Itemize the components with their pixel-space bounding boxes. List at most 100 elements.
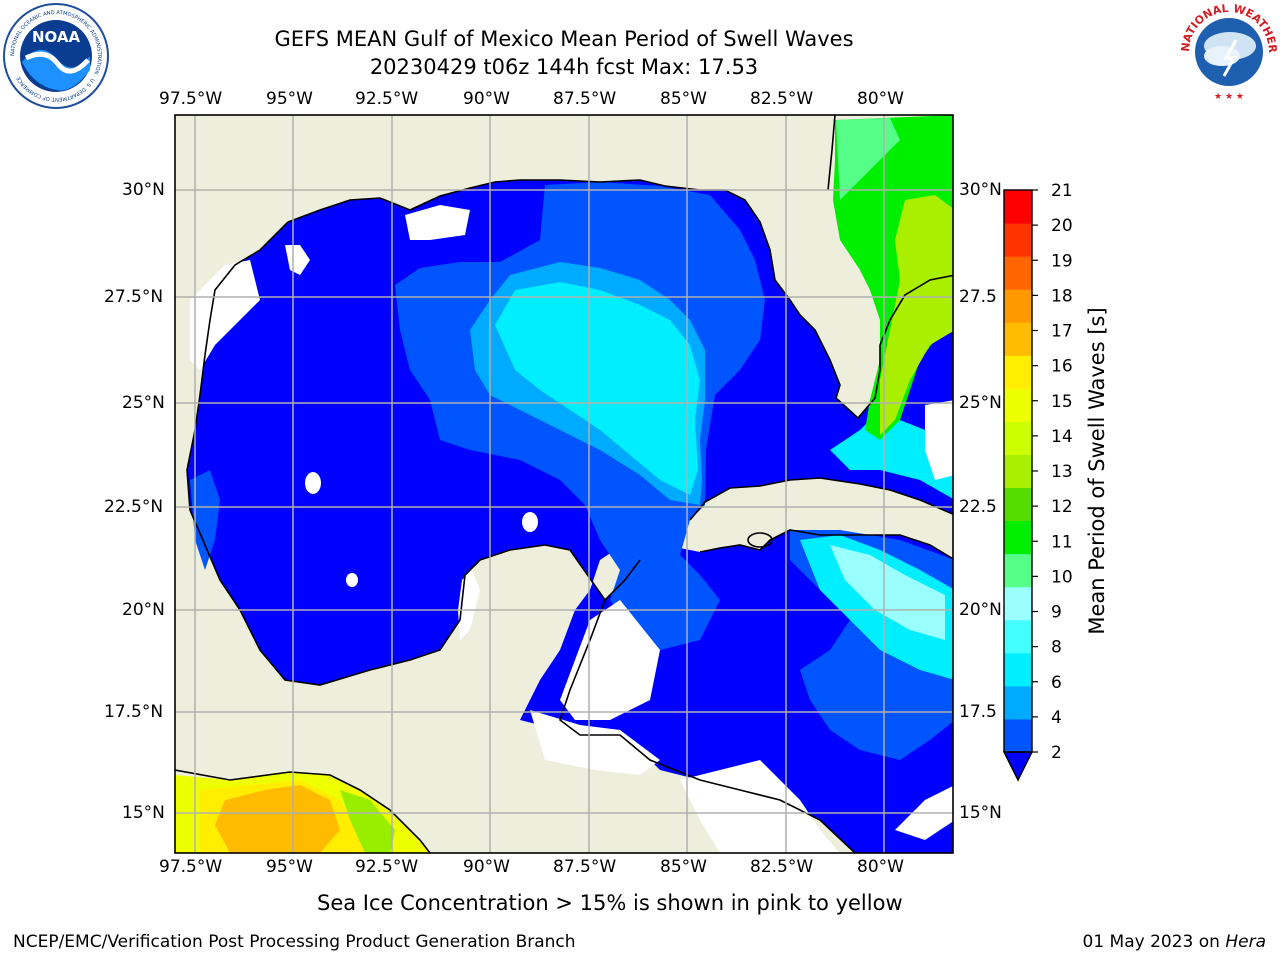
lat-label-right: 22.5 [959, 497, 997, 517]
svg-text:★ ★ ★: ★ ★ ★ [1214, 92, 1244, 102]
footer-date: 01 May 2023 on Hera [1083, 932, 1267, 952]
colorbar-tick-label: 16 [1051, 357, 1073, 377]
colorbar-segment [1004, 619, 1032, 654]
colorbar-segment [1004, 322, 1032, 356]
nodata-spot-1 [305, 472, 321, 494]
colorbar-segment [1004, 487, 1032, 522]
nodata-yucatan [560, 600, 660, 720]
lat-label-right: 25°N [959, 393, 1002, 413]
swell-straits [830, 410, 953, 499]
gulf-water [187, 180, 953, 853]
swell-atlantic-yellowgreen [880, 195, 953, 435]
colorbar-segment [1004, 685, 1032, 720]
chart-subtitle-run: 20230429 t06z 144h fcst Max: 17.53 [369, 55, 759, 79]
lat-label-right: 30°N [959, 180, 1002, 200]
nodata-bahamas [925, 400, 953, 480]
chart-title: GEFS MEAN Gulf of Mexico Mean Period of … [274, 27, 854, 51]
colorbar-label: Mean Period of Swell Waves [s] [1085, 307, 1109, 635]
colorbar-segment [1004, 718, 1032, 753]
colorbar-tick-label: 11 [1051, 532, 1073, 552]
colorbar-tick-label: 4 [1051, 708, 1062, 728]
lon-label-top: 85°W [660, 89, 707, 109]
lon-label-bottom: 80°W [857, 857, 904, 877]
colorbar: 2 4 6 8 9 10 11 12 13 14 15 16 17 18 19 20 21 [1002, 181, 1073, 782]
swell-atlantic-green [833, 115, 953, 440]
nodata-texas-2 [285, 245, 310, 275]
colorbar-tick-label: 6 [1051, 673, 1062, 693]
nws-logo-icon: NATIONAL WEATHER SERVICE ★ ★ ★ [0, 0, 1279, 102]
lon-label-bottom: 87.5°W [553, 857, 617, 877]
colorbar-tick-label: 10 [1051, 567, 1073, 587]
colorbar-tick-label: 13 [1051, 462, 1073, 482]
swell-2-4-west [190, 470, 220, 570]
map-frame [174, 114, 954, 854]
colorbar-segment [1004, 520, 1032, 555]
swell-pacific-orange [215, 785, 340, 853]
lat-label-right: 15°N [959, 803, 1002, 823]
colorbar-tick-label: 2 [1051, 743, 1062, 763]
lon-label-top: 87.5°W [553, 89, 617, 109]
lon-label-top: 82.5°W [750, 89, 814, 109]
lat-label-left: 30°N [122, 180, 165, 200]
colorbar-segment [1004, 421, 1032, 455]
lon-label-top: 92.5°W [355, 89, 419, 109]
colorbar-segment [1004, 355, 1032, 389]
lon-label-top: 95°W [266, 89, 313, 109]
lon-label-top: 90°W [463, 89, 510, 109]
lon-label-bottom: 85°W [660, 857, 707, 877]
lat-label-left: 25°N [122, 393, 165, 413]
swell-6-8 [495, 282, 700, 495]
colorbar-segment [1004, 289, 1032, 323]
lat-label-right: 27.5 [959, 287, 997, 307]
swell-carib-light [830, 545, 945, 640]
colorbar-segment [1004, 190, 1032, 224]
nodata-louisiana [405, 205, 470, 240]
lat-label-left: 27.5°N [104, 287, 164, 307]
nodata-honduras [680, 760, 840, 853]
noaa-logo-icon: NATIONAL OCEANIC AND ATMOSPHERIC ADMINIS… [3, 3, 109, 109]
svg-text:NATIONAL WEATHER SERVICE: NATIONAL WEATHER SERVICE [0, 0, 1279, 54]
colorbar-segment [1004, 553, 1032, 588]
footer-host: Hera [1225, 932, 1266, 952]
lat-label-right: 17.5 [959, 702, 997, 722]
nodata-spot-2 [522, 512, 538, 532]
colorbar-tick-label: 12 [1051, 497, 1073, 517]
lon-label-top: 97.5°W [159, 89, 223, 109]
colorbar-tick-label: 19 [1051, 251, 1073, 271]
colorbar-tick-label: 14 [1051, 427, 1073, 447]
colorbar-tick-label: 15 [1051, 392, 1073, 412]
lat-label-left: 20°N [122, 600, 165, 620]
colorbar-tick-label: 9 [1051, 603, 1062, 623]
svg-text:NOAA: NOAA [32, 28, 81, 46]
lon-label-bottom: 92.5°W [355, 857, 419, 877]
nodata-yucatan-south [530, 710, 660, 775]
lat-label-right: 20°N [959, 600, 1002, 620]
colorbar-tick-label: 17 [1051, 322, 1073, 342]
footer-date-text: 01 May 2023 on [1082, 932, 1220, 952]
colorbar-tick-label: 8 [1051, 638, 1062, 658]
colorbar-segment [1004, 223, 1032, 257]
footer-credit: NCEP/EMC/Verification Post Processing Pr… [13, 932, 576, 952]
colorbar-segment [1004, 454, 1032, 489]
colorbar-tick-label: 18 [1051, 286, 1073, 306]
coastlines [175, 115, 953, 853]
nodata-spot-3 [346, 573, 358, 587]
lat-label-left: 15°N [122, 803, 165, 823]
colorbar-tick-label: 20 [1051, 216, 1073, 236]
colorbar-tick-label: 21 [1051, 181, 1073, 201]
lon-label-bottom: 90°W [463, 857, 510, 877]
sea-ice-note: Sea Ice Concentration > 15% is shown in … [317, 891, 903, 915]
map-area [175, 115, 953, 853]
lat-label-left: 22.5°N [104, 497, 164, 517]
swell-pacific-green [340, 790, 395, 853]
colorbar-segment [1004, 256, 1032, 290]
colorbar-extend [1002, 751, 1034, 782]
lon-label-bottom: 82.5°W [750, 857, 814, 877]
lon-label-bottom: 97.5°W [159, 857, 223, 877]
colorbar-segment [1004, 652, 1032, 687]
colorbar-segment [1004, 586, 1032, 621]
lat-label-left: 17.5°N [104, 702, 164, 722]
colorbar-segment [1004, 388, 1032, 422]
graticule [175, 115, 953, 853]
